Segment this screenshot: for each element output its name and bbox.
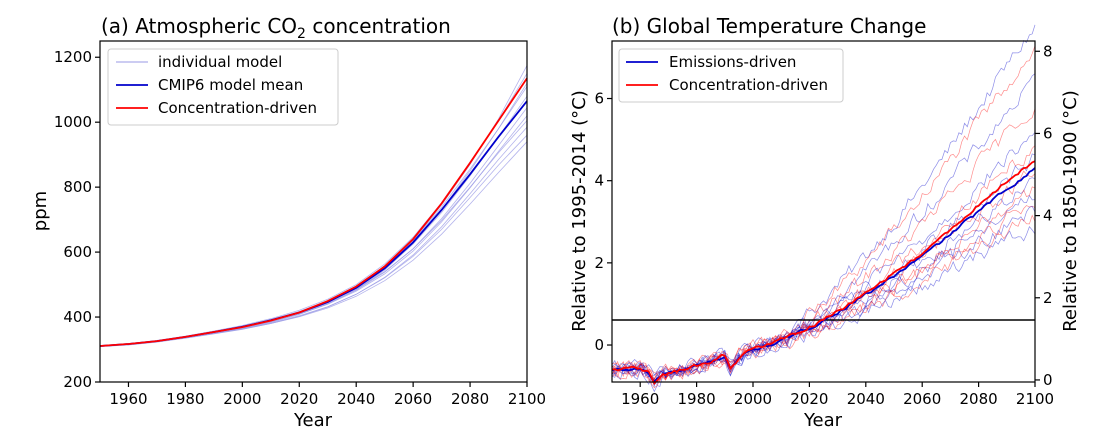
b-individual-model-line (611, 214, 1036, 381)
b-individual-model-line (611, 73, 1036, 393)
panel-a-co2: 1960 1980 2000 2020 2040 2060 2080 2100 200 400 6… (30, 14, 546, 431)
b-individual-model-line (611, 226, 1036, 378)
b-individual-model-line (611, 205, 1036, 384)
a-y-axis-label: ppm (30, 191, 51, 231)
b-legend-label-emissions: Emissions-driven (669, 53, 796, 71)
b-individual-model-line (611, 108, 1036, 389)
a-title: (a) Atmospheric CO2 concentration (101, 14, 451, 42)
a-legend-label-mean: CMIP6 model mean (158, 76, 303, 94)
b-individual-model-line (611, 205, 1036, 388)
b-individual-model-line (611, 186, 1036, 384)
a-series-concentration-driven (99, 77, 528, 347)
a-x-tick-label: 1980 (166, 390, 204, 408)
a-x-ticks: 1960 1980 2000 2020 2040 2060 2080 2100 (109, 382, 546, 408)
b-title: (b) Global Temperature Change (612, 14, 926, 38)
a-legend-label-individual: individual model (158, 53, 282, 71)
b-x-tick-label: 2000 (734, 390, 772, 408)
b-right-y-axis-label: Relative to 1850-1900 (°C) (1060, 90, 1081, 332)
a-y-tick-label: 400 (63, 308, 92, 326)
a-y-tick-label: 600 (63, 243, 92, 261)
a-y-tick-label: 1200 (54, 48, 92, 66)
b-mean-lines (611, 160, 1036, 386)
b-individual-model-line (611, 145, 1036, 381)
b-legend-label-conc: Concentration-driven (669, 76, 828, 94)
b-x-tick-label: 2100 (1016, 390, 1054, 408)
a-x-tick-label: 1960 (109, 390, 147, 408)
a-mean-lines (99, 77, 528, 347)
b-left-y-tick-label: 4 (594, 172, 604, 190)
b-right-y-ticks: 0 2 4 6 8 (1035, 42, 1053, 389)
b-x-tick-label: 2080 (960, 390, 998, 408)
a-y-tick-label: 1000 (54, 113, 92, 131)
b-individual-model-line (611, 45, 1036, 378)
b-series-concentration-driven (611, 160, 1036, 386)
b-right-y-tick-label: 4 (1043, 207, 1053, 225)
a-x-tick-label: 2040 (337, 390, 375, 408)
b-left-y-tick-label: 6 (594, 90, 604, 108)
b-x-tick-label: 2040 (847, 390, 885, 408)
b-x-tick-label: 1960 (621, 390, 659, 408)
b-individual-model-line (611, 24, 1036, 381)
a-plot-frame (99, 40, 528, 383)
b-legend-box (618, 48, 844, 103)
a-x-tick-label: 2020 (280, 390, 318, 408)
a-x-tick-label: 2080 (451, 390, 489, 408)
a-legend-label-conc: Concentration-driven (158, 99, 317, 117)
a-legend-box (107, 48, 339, 126)
b-right-y-tick-label: 6 (1043, 124, 1053, 142)
b-series-emissions-driven (611, 167, 1036, 383)
a-y-tick-label: 800 (63, 178, 92, 196)
b-x-axis-label: Year (803, 410, 843, 431)
b-plot-frame (611, 40, 1036, 383)
a-individual-model-line (99, 107, 528, 347)
a-y-ticks: 200 400 600 800 1000 1200 (54, 48, 100, 391)
a-legend: individual model CMIP6 model mean Concen… (107, 48, 339, 126)
b-right-y-tick-label: 0 (1043, 371, 1053, 389)
b-x-tick-label: 2060 (903, 390, 941, 408)
b-left-y-tick-label: 0 (594, 336, 604, 354)
b-legend: Emissions-driven Concentration-driven (618, 48, 844, 103)
b-x-tick-label: 2020 (790, 390, 828, 408)
b-individual-model-line (611, 170, 1036, 385)
a-x-tick-label: 2060 (394, 390, 432, 408)
b-right-y-tick-label: 8 (1043, 42, 1053, 60)
b-x-tick-label: 1980 (678, 390, 716, 408)
a-x-tick-label: 2000 (223, 390, 261, 408)
b-individual-model-line (611, 153, 1036, 377)
panel-b-temperature: 1960 1980 2000 2020 2040 2060 2080 2100 0 2 4 6 0 2… (569, 14, 1081, 431)
a-individual-model-line (99, 126, 528, 347)
b-left-y-tick-label: 2 (594, 254, 604, 272)
b-x-ticks: 1960 1980 2000 2020 2040 2060 2080 2100 (621, 382, 1054, 408)
b-left-y-ticks: 0 2 4 6 (594, 90, 612, 354)
b-individual-model-line (611, 194, 1036, 382)
a-individual-model-line (99, 134, 528, 347)
a-x-axis-label: Year (293, 410, 333, 431)
a-x-tick-label: 2100 (508, 390, 546, 408)
b-right-y-tick-label: 2 (1043, 289, 1053, 307)
b-individual-model-line (611, 177, 1036, 385)
b-left-y-axis-label: Relative to 1995-2014 (°C) (569, 90, 590, 332)
a-y-tick-label: 200 (63, 373, 92, 391)
